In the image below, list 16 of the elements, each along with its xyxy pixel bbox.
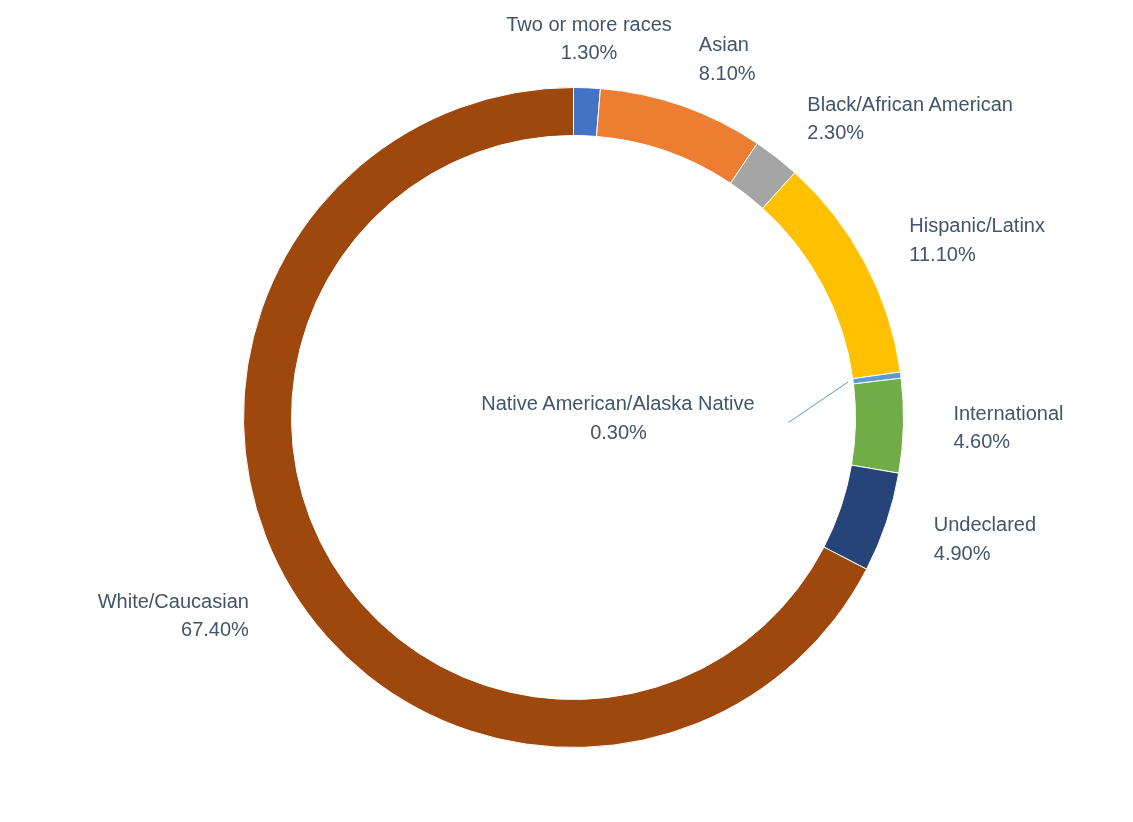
data-label: 8.10% <box>698 62 756 85</box>
data-label: 1.30% <box>560 41 618 64</box>
data-label: 11.10% <box>909 242 976 265</box>
slice-label: Hispanic/Latinx <box>909 214 1045 237</box>
data-label: 2.30% <box>807 121 865 144</box>
slice-label: Black/African American <box>807 92 1013 115</box>
legend-label: Native American/Alaska Native <box>481 392 755 415</box>
data-label: 4.90% <box>933 541 991 564</box>
data-label: 4.60% <box>953 430 1011 453</box>
data-label: 67.40% <box>181 618 250 641</box>
data-label: 0.30% <box>590 420 648 443</box>
slice-label: Undeclared <box>933 513 1037 536</box>
slice-label: White/Caucasian <box>97 589 249 612</box>
slice-label: International <box>953 401 1064 424</box>
slice-label: Two or more races <box>506 12 672 35</box>
slice-label: Asian <box>698 33 749 56</box>
